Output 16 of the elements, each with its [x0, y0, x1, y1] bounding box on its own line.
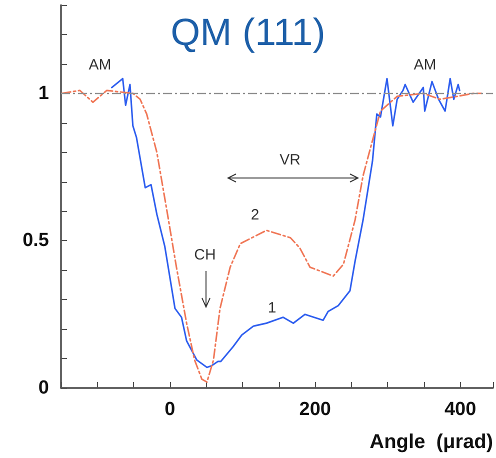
annotation: VR — [280, 152, 301, 168]
line-series — [111, 78, 460, 368]
x-tick-label: 400 — [444, 399, 476, 420]
y-tick-label: 1 — [38, 82, 50, 104]
y-tick-label: 0.5 — [22, 230, 50, 252]
annotation: AM — [88, 56, 112, 74]
annotation: CH — [194, 246, 216, 264]
chart-title: QM (111) — [170, 12, 326, 54]
annotation: AM — [414, 56, 436, 74]
x-tick-label: 0 — [164, 399, 176, 420]
y-tick-label: 0 — [38, 378, 49, 398]
x-axis-title: Angle (μrad) — [370, 431, 493, 453]
x-tick-label: 200 — [299, 399, 331, 420]
annotation: 2 — [250, 206, 260, 224]
line-series — [60, 90, 482, 383]
annotation: 1 — [268, 300, 276, 316]
